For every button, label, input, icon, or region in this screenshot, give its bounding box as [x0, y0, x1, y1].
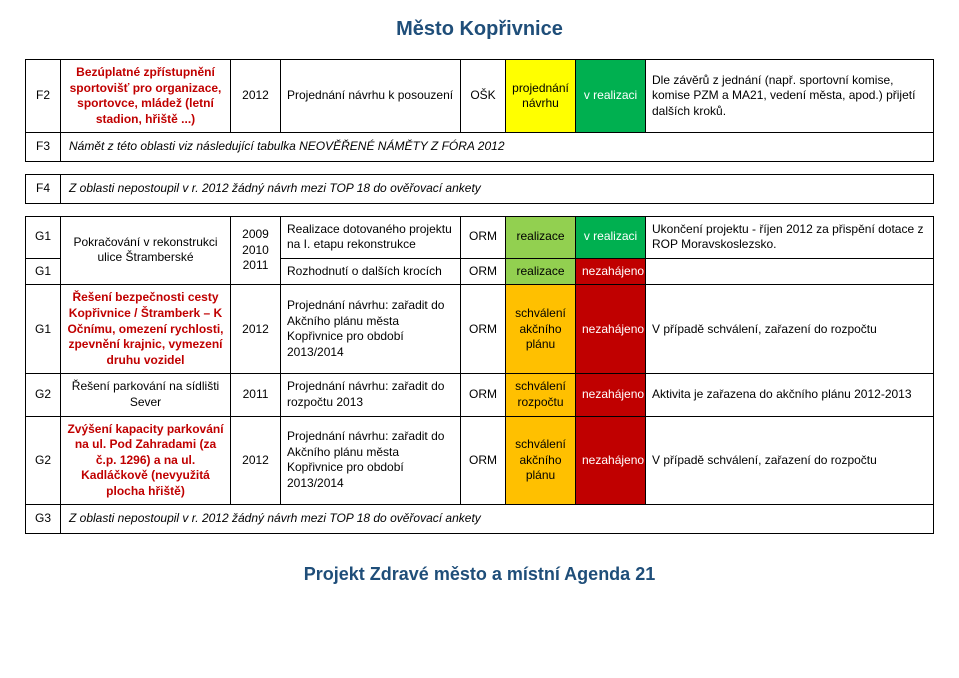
- cell-dept: ORM: [461, 374, 506, 416]
- cell-dept: ORM: [461, 416, 506, 505]
- cell-stat1: realizace: [506, 216, 576, 258]
- row-f3: F3 Námět z této oblasti viz následující …: [26, 133, 934, 162]
- page-title: Město Kopřivnice: [25, 18, 934, 41]
- cell-id: G1: [26, 216, 61, 258]
- cell-id: G3: [26, 505, 61, 534]
- row-g1a: G1 Pokračování v rekonstrukci ulice Štra…: [26, 216, 934, 258]
- cell-id: F4: [26, 174, 61, 203]
- cell-dept: ORM: [461, 216, 506, 258]
- cell-stat1: schválení akčního plánu: [506, 285, 576, 374]
- cell-dept: ORM: [461, 258, 506, 285]
- cell-note: V případě schválení, zařazení do rozpočt…: [646, 285, 934, 374]
- cell-desc: Pokračování v rekonstrukci ulice Štrambe…: [61, 216, 231, 285]
- cell-stat1: schválení rozpočtu: [506, 374, 576, 416]
- cell-stat2: v realizaci: [576, 60, 646, 133]
- cell-note: Ukončení projektu - říjen 2012 za přispě…: [646, 216, 934, 258]
- cell-year: 2009 2010 2011: [231, 216, 281, 285]
- cell-year: 2012: [231, 416, 281, 505]
- cell-desc: Řešení parkování na sídlišti Sever: [61, 374, 231, 416]
- row-g1c: G1 Řešení bezpečnosti cesty Kopřivnice /…: [26, 285, 934, 374]
- row-f2: F2 Bezúplatné zpřístupnění sportovišť pr…: [26, 60, 934, 133]
- cell-text: Námět z této oblasti viz následující tab…: [61, 133, 934, 162]
- cell-action: Projednání návrhu: zařadit do rozpočtu 2…: [281, 374, 461, 416]
- row-g3: G3 Z oblasti nepostoupil v r. 2012 žádný…: [26, 505, 934, 534]
- main-table: F2 Bezúplatné zpřístupnění sportovišť pr…: [25, 59, 934, 162]
- cell-text: Z oblasti nepostoupil v r. 2012 žádný ná…: [61, 505, 934, 534]
- cell-action: Projednání návrhu: zařadit do Akčního pl…: [281, 416, 461, 505]
- cell-dept: ORM: [461, 285, 506, 374]
- cell-note: [646, 258, 934, 285]
- cell-id: G2: [26, 374, 61, 416]
- table-g: G1 Pokračování v rekonstrukci ulice Štra…: [25, 216, 934, 535]
- cell-desc: Bezúplatné zpřístupnění sportovišť pro o…: [61, 60, 231, 133]
- footer-title: Projekt Zdravé město a místní Agenda 21: [25, 564, 934, 585]
- row-g2a: G2 Řešení parkování na sídlišti Sever 20…: [26, 374, 934, 416]
- cell-stat2: v realizaci: [576, 216, 646, 258]
- row-g2b: G2 Zvýšení kapacity parkování na ul. Pod…: [26, 416, 934, 505]
- cell-stat2: nezahájeno: [576, 258, 646, 285]
- cell-id: F3: [26, 133, 61, 162]
- cell-stat2: nezahájeno: [576, 285, 646, 374]
- cell-id: G1: [26, 285, 61, 374]
- cell-note: Aktivita je zařazena do akčního plánu 20…: [646, 374, 934, 416]
- cell-action: Projednání návrhu k posouzení: [281, 60, 461, 133]
- cell-stat1: projednání návrhu: [506, 60, 576, 133]
- cell-id: G2: [26, 416, 61, 505]
- cell-year: 2011: [231, 374, 281, 416]
- cell-stat1: realizace: [506, 258, 576, 285]
- row-f4: F4 Z oblasti nepostoupil v r. 2012 žádný…: [26, 174, 934, 203]
- cell-note: V případě schválení, zařazení do rozpočt…: [646, 416, 934, 505]
- cell-desc: Řešení bezpečnosti cesty Kopřivnice / Št…: [61, 285, 231, 374]
- cell-id: F2: [26, 60, 61, 133]
- cell-stat2: nezahájeno: [576, 416, 646, 505]
- cell-stat1: schválení akčního plánu: [506, 416, 576, 505]
- cell-action: Rozhodnutí o dalších krocích: [281, 258, 461, 285]
- cell-dept: OŠK: [461, 60, 506, 133]
- cell-note: Dle závěrů z jednání (např. sportovní ko…: [646, 60, 934, 133]
- cell-action: Realizace dotovaného projektu na I. etap…: [281, 216, 461, 258]
- table-f4: F4 Z oblasti nepostoupil v r. 2012 žádný…: [25, 174, 934, 204]
- cell-id: G1: [26, 258, 61, 285]
- cell-stat2: nezahájeno: [576, 374, 646, 416]
- cell-desc: Zvýšení kapacity parkování na ul. Pod Za…: [61, 416, 231, 505]
- cell-text: Z oblasti nepostoupil v r. 2012 žádný ná…: [61, 174, 934, 203]
- cell-action: Projednání návrhu: zařadit do Akčního pl…: [281, 285, 461, 374]
- cell-year: 2012: [231, 285, 281, 374]
- cell-year: 2012: [231, 60, 281, 133]
